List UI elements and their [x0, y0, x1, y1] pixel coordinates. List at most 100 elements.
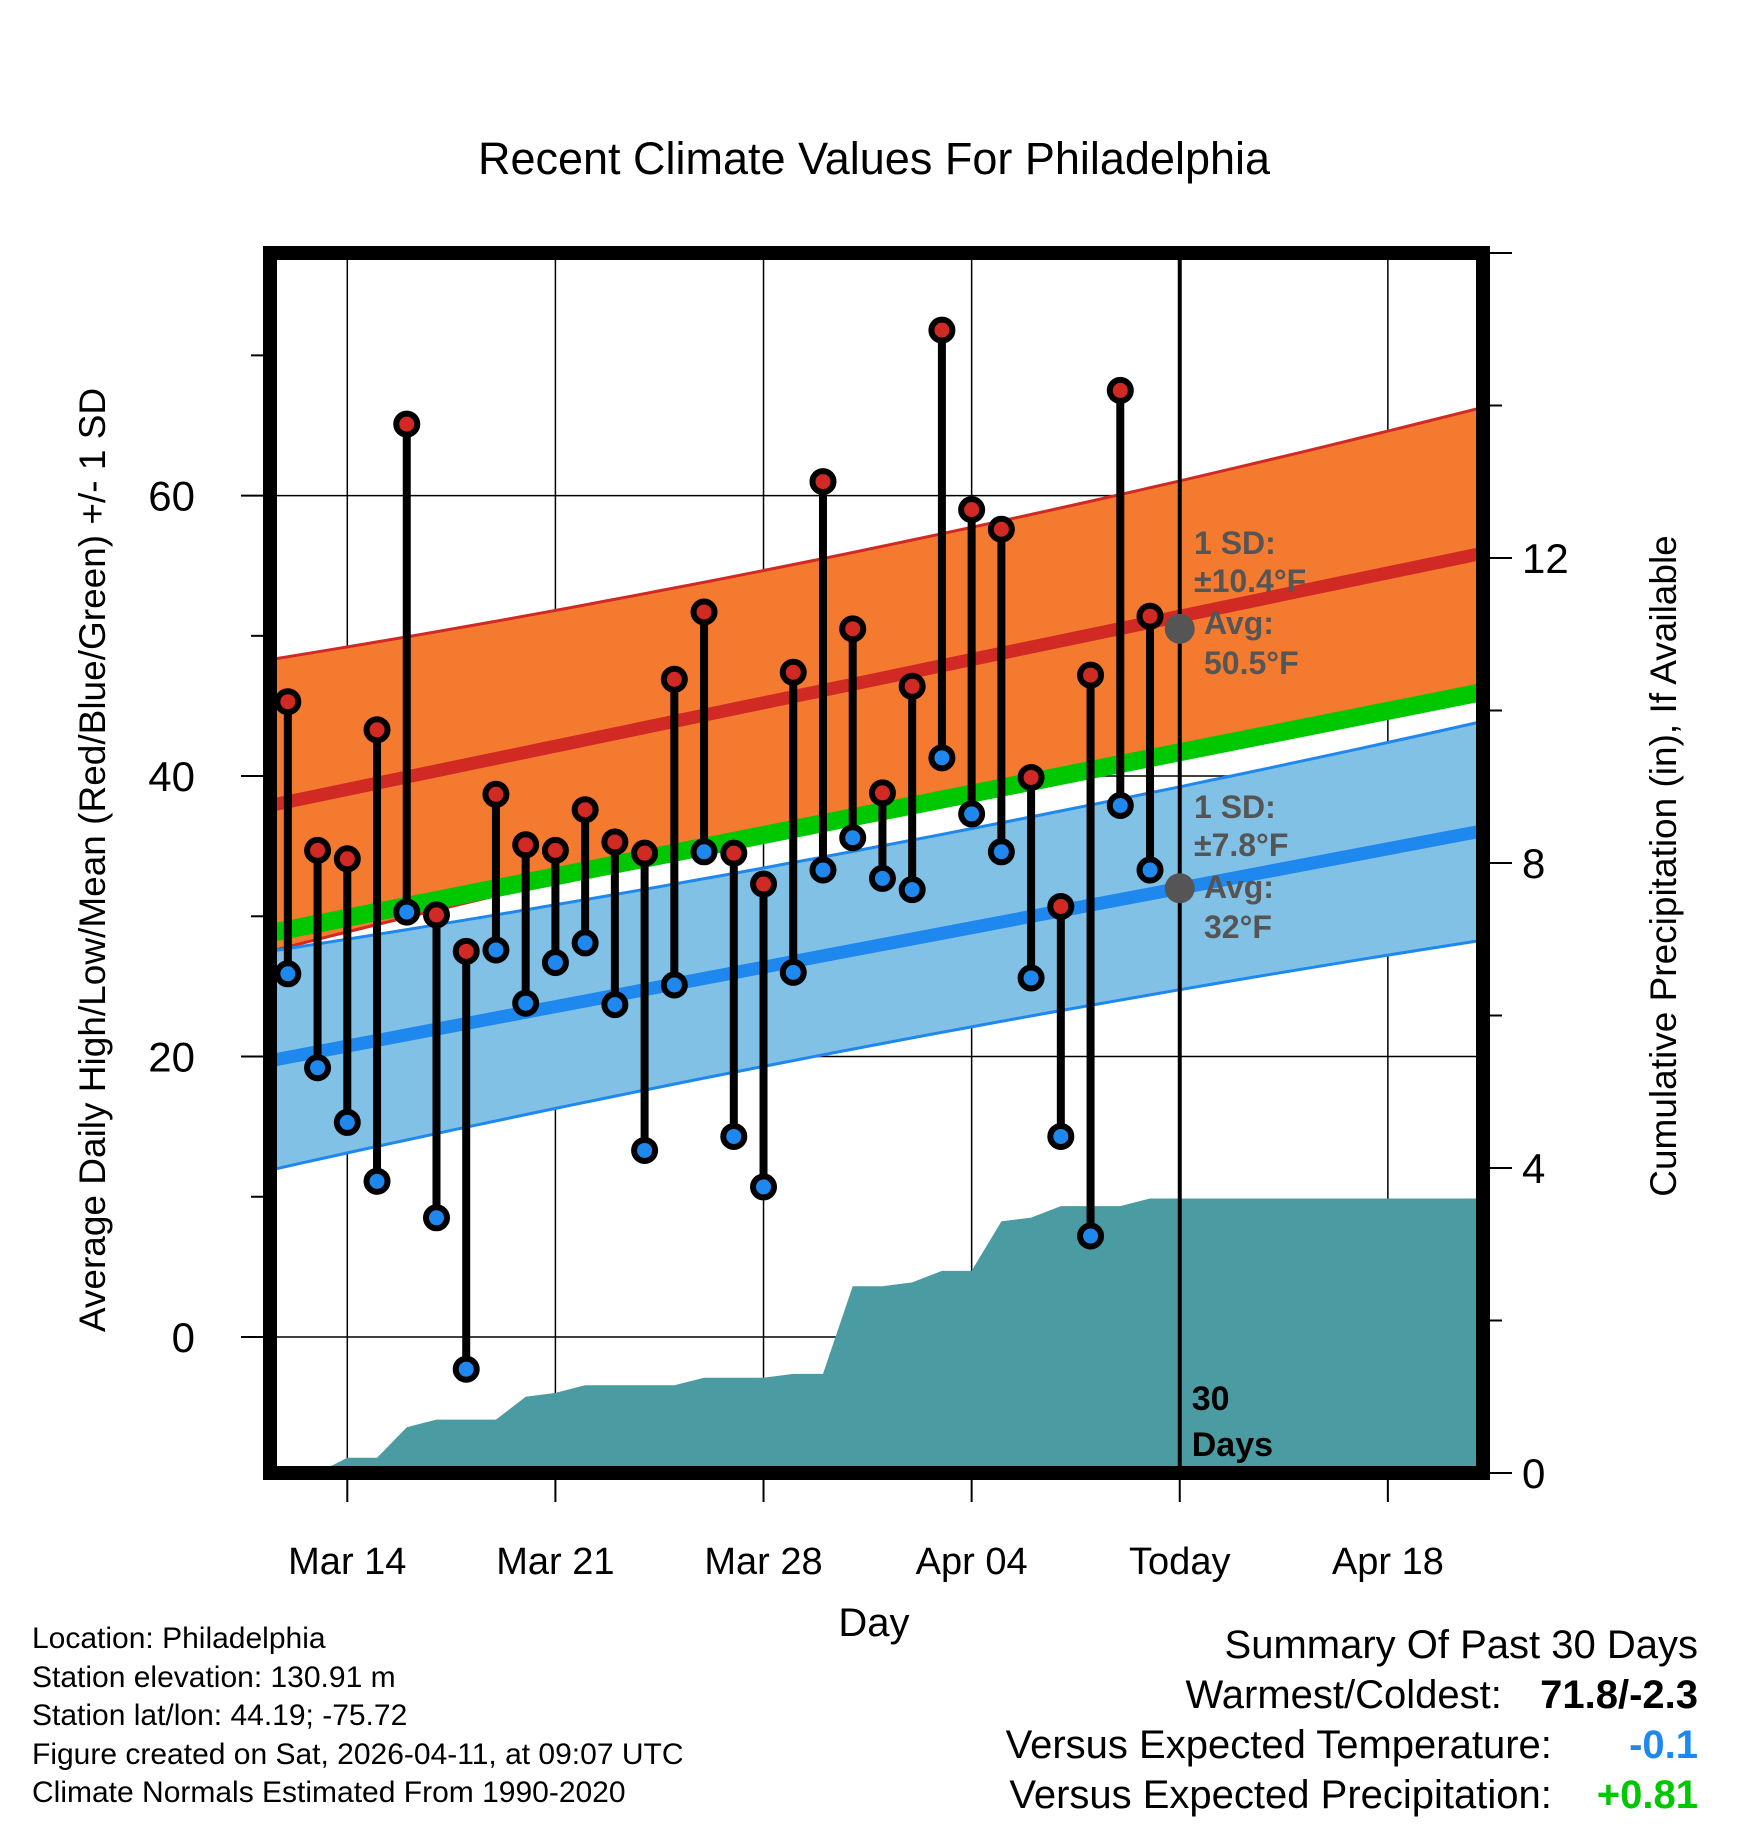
- daily-low-point: [1136, 856, 1164, 884]
- y2-tick-label: 12: [1522, 535, 1569, 582]
- temp-vs-expected-label: Versus Expected Temperature:: [1005, 1723, 1552, 1767]
- normal-low-line: [270, 824, 1483, 1068]
- daily-low-point: [839, 824, 867, 852]
- daily-low-point: [1047, 1122, 1075, 1150]
- daily-low-point: [1017, 964, 1045, 992]
- daily-low-point: [512, 989, 540, 1017]
- y-tick-label: 0: [172, 1314, 195, 1361]
- annotation-low-dot: [1164, 873, 1195, 904]
- daily-high-point: [541, 836, 569, 864]
- elevation-line: Station elevation: 130.91 m: [32, 1660, 396, 1694]
- latlon-line: Station lat/lon: 44.19; -75.72: [32, 1699, 408, 1732]
- daily-low-point: [868, 864, 896, 892]
- daily-high-point: [363, 716, 391, 744]
- daily-low-point: [958, 800, 986, 828]
- daily-high-point: [928, 316, 956, 344]
- x-tick-label: Apr 18: [1332, 1541, 1444, 1583]
- y-tick-label: 60: [148, 473, 195, 520]
- daily-low-point: [928, 744, 956, 772]
- daily-low-point: [482, 936, 510, 964]
- x-tick-label: Mar 21: [496, 1541, 614, 1583]
- annotation-low-line: 1 SD:: [1194, 789, 1276, 825]
- daily-high-point: [1077, 661, 1105, 689]
- daily-low-point: [987, 838, 1015, 866]
- annotation-low-line: 32°F: [1204, 909, 1272, 945]
- x-tick-label: Today: [1129, 1541, 1230, 1583]
- daily-high-point: [750, 870, 778, 898]
- precip-vs-expected-label: Versus Expected Precipitation:: [1009, 1773, 1552, 1817]
- daily-high-point: [779, 658, 807, 686]
- summary-warmest-coldest: Warmest/Coldest: 71.8/-2.3: [1006, 1670, 1699, 1720]
- y-axis-label: Average Daily High/Low/Mean (Red/Blue/Gr…: [72, 388, 113, 1332]
- annotation-low-line: Avg:: [1204, 869, 1274, 905]
- temp-vs-expected-value: -0.1: [1629, 1723, 1698, 1767]
- daily-high-point: [304, 836, 332, 864]
- annotation-high-line: 50.5°F: [1204, 645, 1299, 681]
- low-lower-edge: [270, 938, 1483, 1172]
- daily-high-point: [809, 468, 837, 496]
- summary-temperature: Versus Expected Temperature: -0.1: [1006, 1720, 1698, 1770]
- daily-high-point: [482, 780, 510, 808]
- daily-low-point: [660, 971, 688, 999]
- daily-high-point: [987, 515, 1015, 543]
- daily-high-point: [422, 901, 450, 929]
- daily-high-point: [868, 779, 896, 807]
- daily-low-point: [333, 1108, 361, 1136]
- warmest-coldest-value: 71.8/-2.3: [1540, 1673, 1698, 1717]
- daily-high-point: [690, 598, 718, 626]
- daily-high-point: [660, 665, 688, 693]
- y2-axis-label: Cumulative Precipitation (in), If Availa…: [1643, 535, 1684, 1197]
- annotation-high-line: 1 SD:: [1194, 525, 1276, 561]
- daily-high-point: [512, 831, 540, 859]
- annotation-high-line: Avg:: [1204, 605, 1274, 641]
- daily-low-point: [393, 898, 421, 926]
- daily-high-point: [958, 496, 986, 524]
- daily-low-point: [720, 1122, 748, 1150]
- daily-low-point: [571, 929, 599, 957]
- x-tick-label: Mar 28: [704, 1541, 822, 1583]
- annotation-high-line: ±10.4°F: [1194, 563, 1306, 599]
- x-tick-label: Mar 14: [288, 1541, 406, 1583]
- daily-high-point: [571, 796, 599, 824]
- daily-high-point: [898, 672, 926, 700]
- created-line: Figure created on Sat, 2026-04-11, at 09…: [32, 1737, 684, 1771]
- daily-high-point: [1017, 763, 1045, 791]
- daily-low-point: [1106, 792, 1134, 820]
- precip-area: [270, 1198, 1483, 1473]
- daily-low-point: [363, 1167, 391, 1195]
- daily-low-point: [898, 876, 926, 904]
- y-tick-label: 20: [148, 1034, 195, 1081]
- today-days-label: 30: [1192, 1380, 1230, 1418]
- normals-line: Climate Normals Estimated From 1990-2020: [32, 1776, 626, 1809]
- daily-low-point: [274, 960, 302, 988]
- daily-high-point: [601, 828, 629, 856]
- location-line: Location: Philadelphia: [32, 1622, 326, 1655]
- today-days-label: Days: [1192, 1426, 1273, 1464]
- daily-low-point: [809, 856, 837, 884]
- annotation-high-dot: [1164, 613, 1195, 644]
- warmest-coldest-label: Warmest/Coldest:: [1185, 1673, 1502, 1717]
- daily-low-point: [601, 991, 629, 1019]
- daily-low-point: [1077, 1222, 1105, 1250]
- summary-precipitation: Versus Expected Precipitation: +0.81: [1006, 1770, 1698, 1820]
- y2-tick-label: 8: [1522, 840, 1545, 887]
- daily-low-point: [779, 958, 807, 986]
- daily-low-point: [304, 1054, 332, 1082]
- y2-tick-label: 4: [1522, 1145, 1545, 1192]
- y-tick-label: 40: [148, 753, 195, 800]
- annotation-low-line: ±7.8°F: [1194, 827, 1288, 863]
- daily-high-point: [393, 410, 421, 438]
- low-upper-edge: [270, 719, 1483, 953]
- daily-high-point: [1136, 602, 1164, 630]
- y2-tick-label: 0: [1522, 1450, 1545, 1497]
- daily-high-point: [839, 615, 867, 643]
- daily-low-point: [541, 949, 569, 977]
- daily-high-point: [1047, 892, 1075, 920]
- daily-high-point: [274, 688, 302, 716]
- summary-panel: Summary Of Past 30 Days Warmest/Coldest:…: [1006, 1620, 1698, 1820]
- daily-high-point: [1106, 376, 1134, 404]
- precip-vs-expected-value: +0.81: [1596, 1773, 1698, 1817]
- high-upper-edge: [270, 405, 1483, 662]
